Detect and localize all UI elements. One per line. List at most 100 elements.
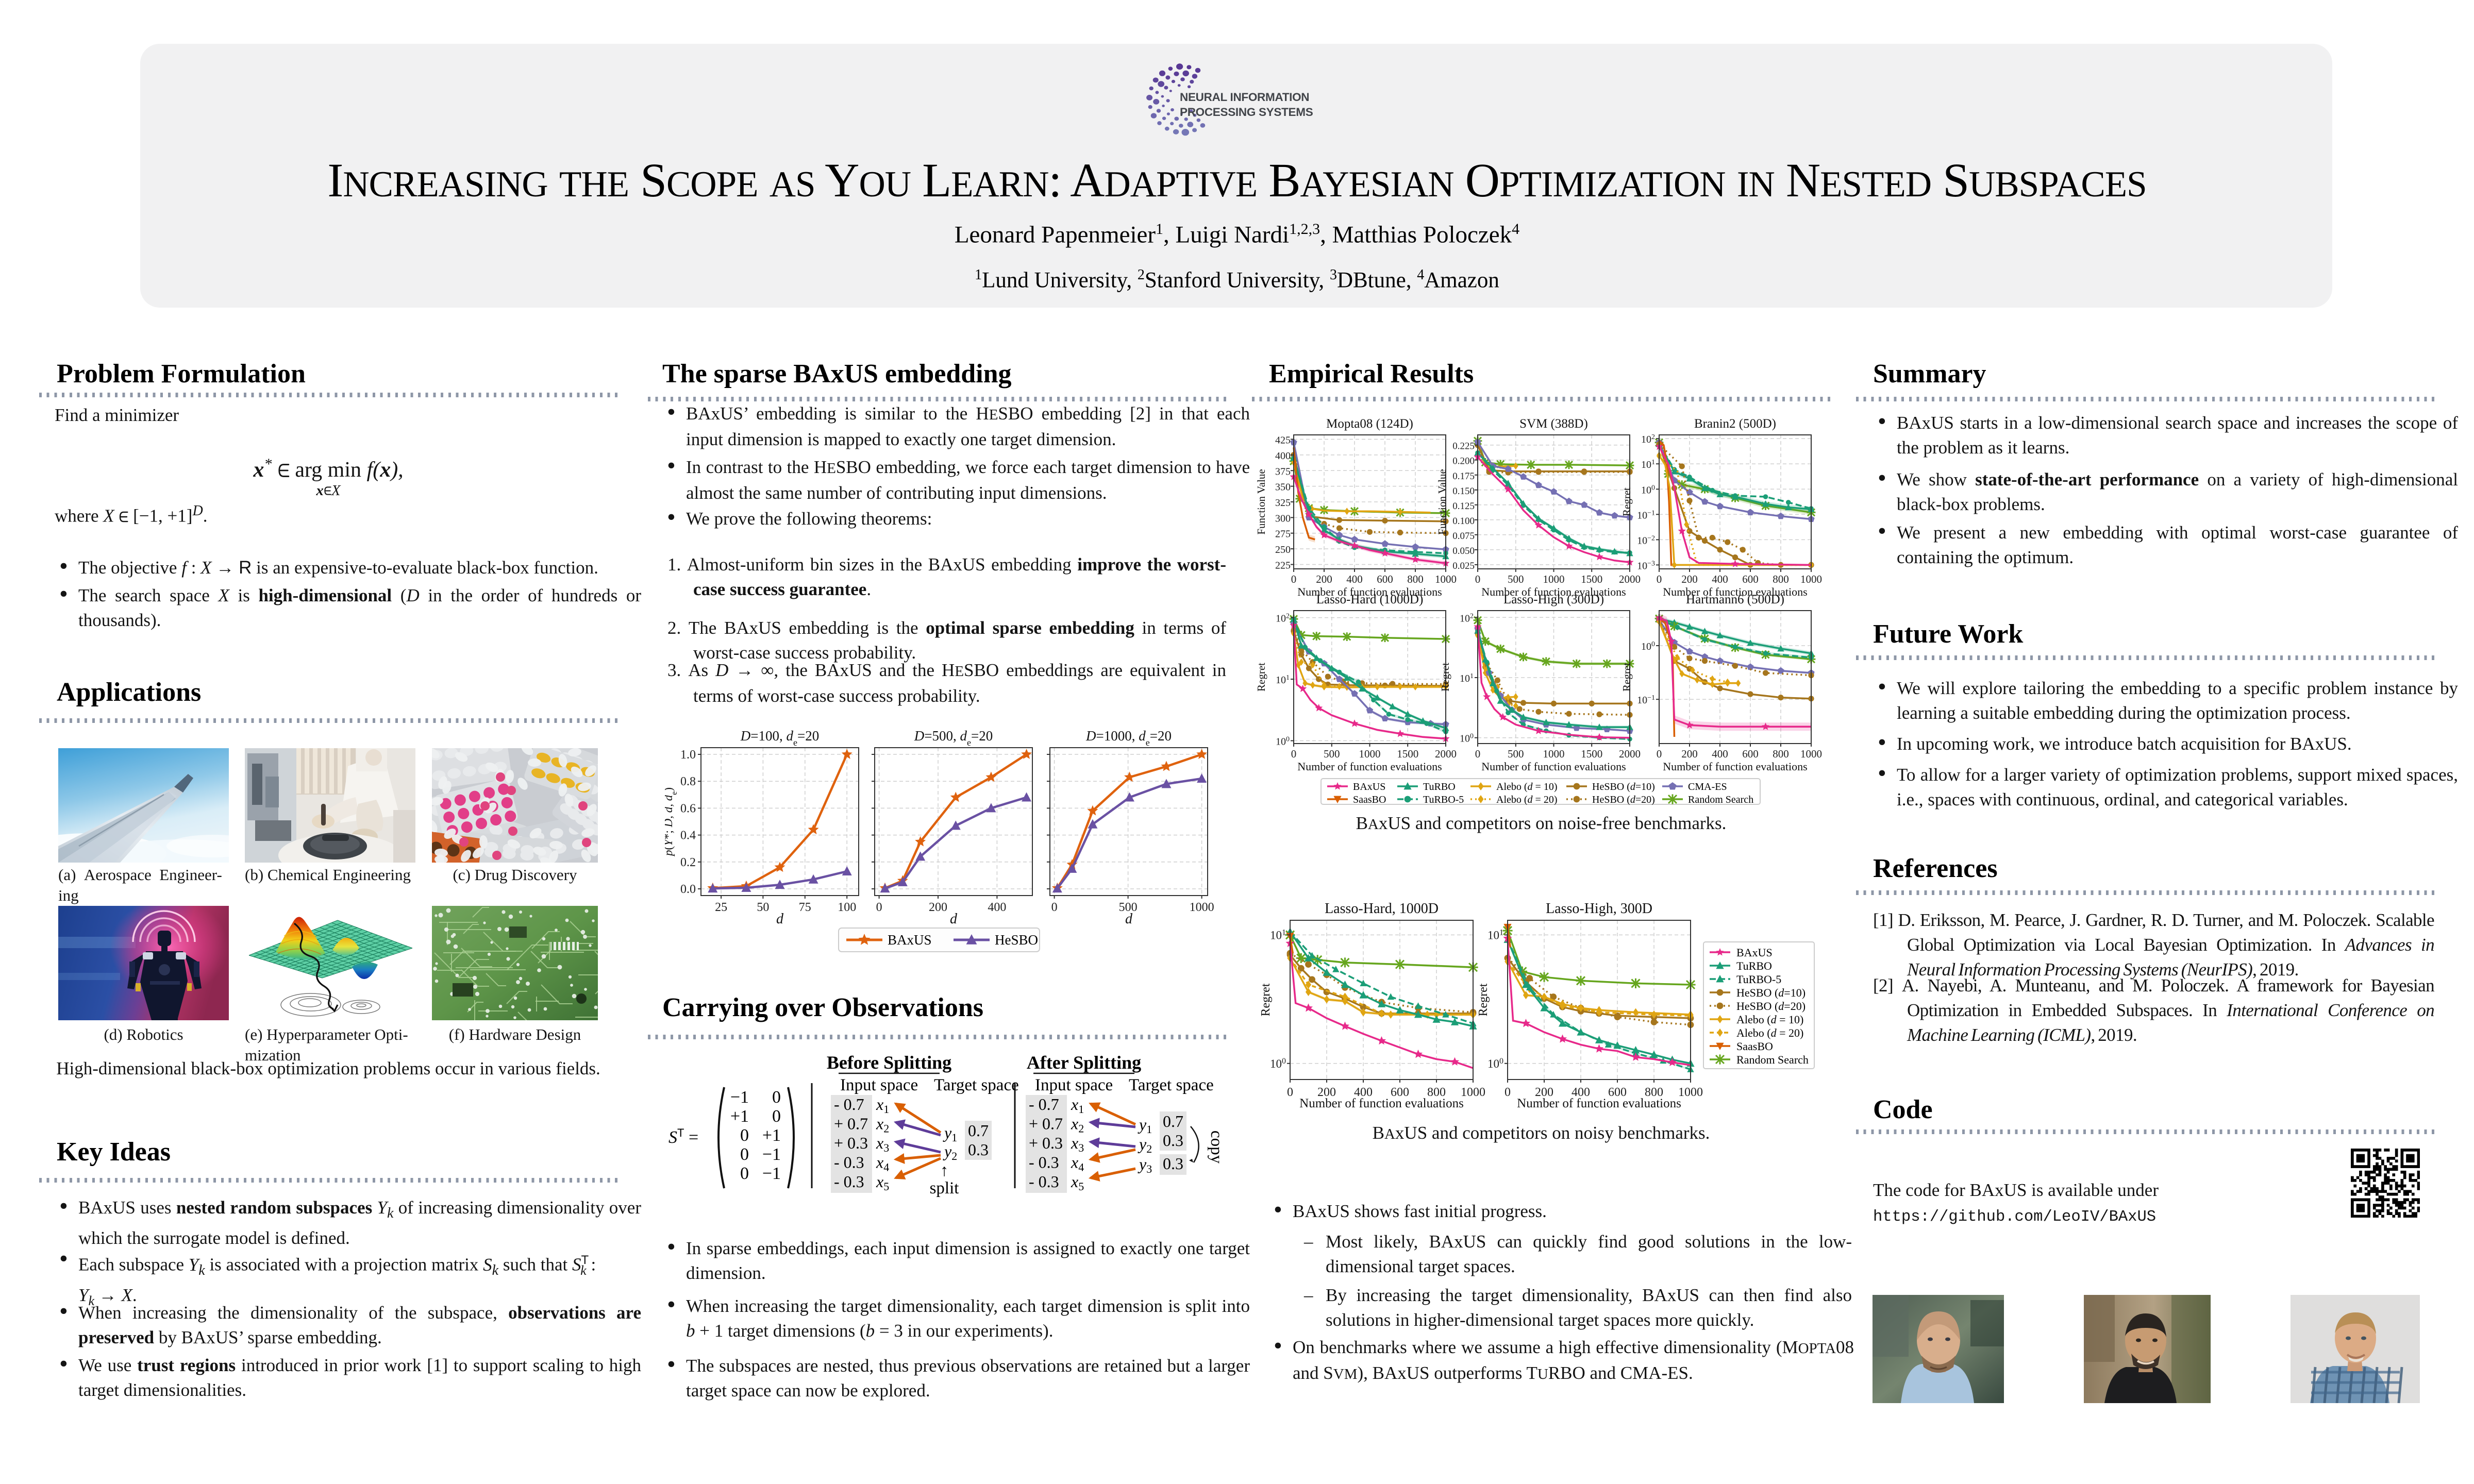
svg-text:- 0.3: - 0.3 xyxy=(1029,1172,1059,1191)
svg-text:+ 0.3: + 0.3 xyxy=(834,1134,868,1152)
svg-text:Regret: Regret xyxy=(1620,487,1633,516)
svg-text:0.6: 0.6 xyxy=(680,802,696,815)
svg-text:0.025: 0.025 xyxy=(1452,561,1475,571)
svg-text:75: 75 xyxy=(799,901,811,914)
svg-text:0.8: 0.8 xyxy=(680,775,696,788)
svg-text:x3: x3 xyxy=(1071,1134,1084,1154)
svg-text:350: 350 xyxy=(1275,482,1291,493)
svg-text:1000: 1000 xyxy=(1800,748,1822,760)
svg-text:+ 0.7: + 0.7 xyxy=(1029,1115,1063,1133)
svg-text:0.7: 0.7 xyxy=(968,1121,989,1140)
svg-text:0: 0 xyxy=(1291,748,1297,760)
svg-text:Input space: Input space xyxy=(1035,1076,1113,1094)
svg-text:100: 100 xyxy=(838,901,856,914)
svg-text:Hartmann6 (500D): Hartmann6 (500D) xyxy=(1686,593,1784,606)
svg-text:CMA-ES: CMA-ES xyxy=(1688,781,1727,792)
svg-text:Lasso-High (300D): Lasso-High (300D) xyxy=(1503,593,1604,606)
svg-text:−1: −1 xyxy=(762,1164,781,1183)
svg-text:100: 100 xyxy=(1487,1056,1503,1070)
svg-text:200: 200 xyxy=(1535,1086,1553,1099)
svg-text:400: 400 xyxy=(1354,1086,1373,1099)
svg-text:100: 100 xyxy=(1276,735,1290,748)
svg-text:200: 200 xyxy=(1316,573,1332,585)
svg-text:SaasBO: SaasBO xyxy=(1353,794,1386,805)
svg-text:0.3: 0.3 xyxy=(968,1140,989,1159)
svg-text:HeSBO (d=10): HeSBO (d=10) xyxy=(1736,986,1806,999)
svg-text:Alebo (d = 10): Alebo (d = 10) xyxy=(1736,1013,1803,1026)
svg-text:+ 0.7: + 0.7 xyxy=(834,1115,868,1133)
svg-text:0: 0 xyxy=(1657,573,1662,585)
svg-text:200: 200 xyxy=(929,901,947,914)
svg-text:100: 100 xyxy=(1641,640,1655,653)
svg-text:400: 400 xyxy=(1572,1086,1590,1099)
svg-text:x2: x2 xyxy=(1071,1115,1084,1135)
svg-text:Target space: Target space xyxy=(934,1076,1019,1094)
svg-text:400: 400 xyxy=(988,901,1006,914)
svg-text:Function Value: Function Value xyxy=(1436,469,1448,534)
svg-text:0.175: 0.175 xyxy=(1452,471,1475,482)
svg-text:101: 101 xyxy=(1270,928,1286,942)
svg-text:1000: 1000 xyxy=(1461,1086,1485,1099)
svg-text:TuRBO-5: TuRBO-5 xyxy=(1423,794,1464,805)
svg-text:1000: 1000 xyxy=(1543,573,1565,585)
svg-text:101: 101 xyxy=(1460,672,1474,685)
svg-text:x5: x5 xyxy=(1071,1172,1084,1193)
svg-text:−1: −1 xyxy=(762,1145,781,1164)
svg-text:+ 0.3: + 0.3 xyxy=(1029,1134,1063,1152)
svg-text:0.7: 0.7 xyxy=(1163,1112,1183,1131)
svg-text:x1: x1 xyxy=(1071,1095,1084,1116)
svg-text:y1: y1 xyxy=(1138,1115,1152,1136)
svg-text:1000: 1000 xyxy=(1543,748,1565,760)
svg-text:Lasso-Hard, 1000D: Lasso-Hard, 1000D xyxy=(1325,902,1439,917)
svg-text:0: 0 xyxy=(1475,573,1481,585)
svg-text:Random Search: Random Search xyxy=(1736,1053,1809,1066)
svg-text:300: 300 xyxy=(1275,513,1291,524)
svg-text:PROCESSING SYSTEMS: PROCESSING SYSTEMS xyxy=(1180,106,1313,119)
svg-text:0.075: 0.075 xyxy=(1452,531,1475,542)
svg-text:101: 101 xyxy=(1487,928,1503,942)
svg-text:d: d xyxy=(950,911,958,927)
svg-text:TuRBO-5: TuRBO-5 xyxy=(1736,973,1781,986)
svg-text:0.2: 0.2 xyxy=(680,856,696,869)
svg-text:split: split xyxy=(930,1179,959,1198)
svg-text:SVM (388D): SVM (388D) xyxy=(1519,417,1588,431)
svg-text:- 0.7: - 0.7 xyxy=(834,1095,864,1114)
svg-text:325: 325 xyxy=(1275,497,1291,509)
svg-text:After Splitting: After Splitting xyxy=(1027,1052,1141,1073)
svg-text:Branin2 (500D): Branin2 (500D) xyxy=(1694,417,1776,431)
svg-text:0: 0 xyxy=(1475,748,1481,760)
svg-text:100: 100 xyxy=(1641,484,1655,496)
svg-text:2000: 2000 xyxy=(1619,748,1641,760)
svg-text:Random Search: Random Search xyxy=(1688,794,1753,805)
svg-text:x1: x1 xyxy=(876,1095,889,1116)
svg-text:+1: +1 xyxy=(730,1107,749,1126)
svg-text:SaasBO: SaasBO xyxy=(1736,1040,1773,1053)
svg-text:0: 0 xyxy=(1287,1086,1293,1099)
svg-text:1500: 1500 xyxy=(1581,573,1602,585)
svg-text:800: 800 xyxy=(1407,573,1424,585)
svg-text:- 0.3: - 0.3 xyxy=(1029,1153,1059,1172)
svg-text:275: 275 xyxy=(1275,529,1291,540)
svg-text:p(Y*; D, d, de): p(Y*; D, d, de) xyxy=(665,787,679,857)
svg-text:0.225: 0.225 xyxy=(1452,441,1475,452)
svg-text:0.100: 0.100 xyxy=(1452,516,1475,527)
svg-text:↑: ↑ xyxy=(940,1161,948,1179)
svg-text:0: 0 xyxy=(1291,573,1297,585)
svg-text:101: 101 xyxy=(1276,674,1290,686)
svg-text:500: 500 xyxy=(1324,748,1340,760)
svg-text:0.125: 0.125 xyxy=(1452,501,1475,512)
svg-text:Number of function evaluations: Number of function evaluations xyxy=(1297,760,1442,773)
svg-text:800: 800 xyxy=(1645,1086,1663,1099)
svg-text:TuRBO: TuRBO xyxy=(1736,959,1772,972)
svg-text:D=1000, de=20: D=1000, de=20 xyxy=(1085,728,1172,748)
svg-text:HeSBO (d=10): HeSBO (d=10) xyxy=(1592,781,1655,792)
svg-text:800: 800 xyxy=(1773,573,1789,585)
svg-text:100: 100 xyxy=(1270,1056,1286,1070)
svg-text:x2: x2 xyxy=(876,1115,889,1135)
svg-text:1000: 1000 xyxy=(1800,573,1822,585)
svg-text:10−2: 10−2 xyxy=(1637,534,1655,547)
svg-text:TuRBO: TuRBO xyxy=(1423,781,1456,792)
svg-text:D=100, de=20: D=100, de=20 xyxy=(740,728,819,748)
svg-text:copy: copy xyxy=(1207,1131,1226,1164)
svg-text:Input space: Input space xyxy=(840,1076,918,1094)
